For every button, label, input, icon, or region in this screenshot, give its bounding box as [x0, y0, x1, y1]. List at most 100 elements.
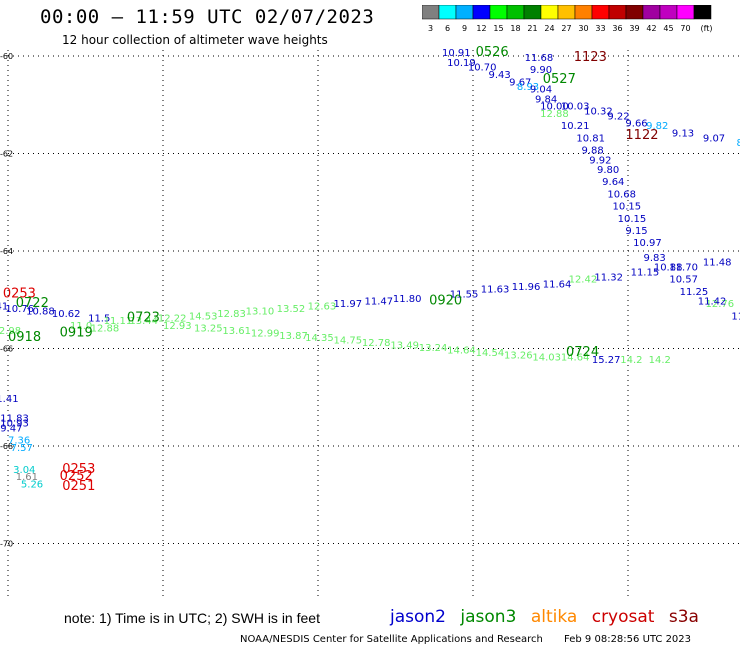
wave-height-value: 9.82: [646, 121, 668, 132]
wave-height-value: 10.76: [5, 304, 34, 315]
wave-height-value: 15.27: [592, 355, 621, 366]
credit-line: NOAA/NESDIS Center for Satellite Applica…: [240, 634, 691, 645]
wave-height-value: 9.22: [607, 111, 629, 122]
wave-height-value: 12.88: [91, 323, 120, 334]
wave-height-value: 11.41: [0, 394, 19, 405]
wave-height-value: 3.04: [13, 465, 35, 476]
legend-altika: altika: [530, 607, 578, 627]
wave-height-value: 11.42: [698, 297, 727, 308]
colorbar-label: 24: [544, 24, 554, 33]
legend-jason3: jason3: [460, 607, 517, 627]
wave-height-value: 14.35: [305, 333, 334, 344]
colorbar-label: 36: [612, 24, 622, 33]
wave-height-value: 9.07: [703, 133, 725, 144]
wave-height-value: 10.97: [633, 238, 662, 249]
colorbar-label: (ft): [700, 24, 712, 33]
wave-height-value: 14.2: [620, 355, 642, 366]
wave-height-value: 10.88: [26, 306, 55, 317]
wave-height-value: 9.90: [530, 65, 552, 76]
colorbar-label: 15: [493, 24, 503, 33]
wave-height-value: 9.13: [672, 128, 694, 139]
wave-height-value: 11.96: [512, 282, 541, 293]
wave-height-value: 7.57: [11, 443, 33, 454]
wave-height-value: 13.44: [129, 316, 158, 327]
wave-height-value: 11.55: [450, 289, 479, 300]
colorbar-label: 45: [663, 24, 673, 33]
wave-height-value: 11.97: [334, 299, 363, 310]
wave-height-value: 11.11: [104, 316, 133, 327]
legend-s3a: s3a: [668, 607, 699, 627]
wave-height-value: 11.83: [0, 414, 29, 425]
colorbar-label: 18: [510, 24, 520, 33]
wave-height-value: 10.03: [561, 102, 590, 113]
wave-height-value: 14.2: [649, 355, 671, 366]
wave-height-value: 8.93: [517, 82, 539, 93]
wave-height-value: 11.63: [481, 284, 510, 295]
wave-height-value: 13.25: [194, 323, 223, 334]
colorbar-swatch: [693, 5, 712, 20]
wave-height-value: 11.64: [543, 280, 572, 291]
colorbar-label: 21: [527, 24, 537, 33]
colorbar-label: 42: [646, 24, 656, 33]
latitude-label: -66: [0, 345, 13, 354]
wave-height-value: 11.25: [680, 287, 709, 298]
legend-jason2: jason2: [390, 607, 446, 627]
wave-height-value: 13.49: [390, 341, 419, 352]
wave-height-value: 13.10: [246, 306, 275, 317]
pass-time-label: 0527: [543, 72, 576, 87]
pass-time-label: 0722: [16, 296, 49, 311]
wave-height-value: 14.64: [561, 353, 590, 364]
colorbar-label: 70: [680, 24, 690, 33]
wave-height-value: 14.54: [476, 348, 505, 359]
colorbar-label: 6: [445, 24, 450, 33]
wave-height-value: 9.66: [625, 119, 647, 130]
wave-height-value: 9.80: [597, 165, 619, 176]
wave-height-value: 11.15: [631, 267, 660, 278]
wave-height-value: 12.42: [569, 275, 598, 286]
wave-height-value: 11.70: [669, 263, 698, 274]
pass-time-label: 0252: [60, 469, 93, 484]
wave-height-value: 5.26: [21, 479, 43, 490]
wave-height-value: 12.22: [158, 314, 187, 325]
wave-height-value: 10.21: [561, 121, 590, 132]
wave-height-value: 14.53: [189, 311, 218, 322]
wave-height-value: 11.80: [393, 294, 422, 305]
colorbar-label: 33: [595, 24, 605, 33]
wave-height-value: 10.15: [613, 202, 642, 213]
pass-time-label: 0724: [566, 345, 599, 360]
color-scale-bar: 3 6 9 12 15 18 21 24 27 30 33 36 39 42 45 70 (ft): [422, 5, 713, 33]
wave-height-value: 11.0: [70, 321, 92, 332]
wave-height-value: 9.15: [625, 226, 647, 237]
latitude-label: -60: [0, 52, 13, 61]
wave-height-value: 12.93: [163, 321, 192, 332]
wave-height-value: 11.32: [594, 272, 623, 283]
pass-time-label: 0918: [8, 330, 41, 345]
wave-height-value: 9.84: [535, 94, 557, 105]
pass-time-label: 0253: [62, 462, 95, 477]
wave-height-value: 10.91: [442, 48, 471, 59]
pass-time-label: 0919: [60, 325, 93, 340]
pass-time-label: 0251: [62, 479, 95, 494]
wave-height-value: 10.41: [0, 302, 8, 313]
colorbar-label: 39: [629, 24, 639, 33]
wave-height-value: 7.36: [8, 436, 30, 447]
wave-height-value: 10.70: [468, 63, 497, 74]
latitude-label: -62: [0, 150, 13, 159]
wave-height-value: 13.24: [419, 343, 448, 354]
pass-time-label: 0723: [127, 311, 160, 326]
latitude-label: -70: [0, 540, 13, 549]
colorbar-label: 30: [578, 24, 588, 33]
colorbar-label: 27: [561, 24, 571, 33]
satellite-legend: jason2 jason3 altika cryosat s3a: [390, 607, 708, 627]
wave-height-value: 14.03: [532, 353, 561, 364]
wave-height-value: 12.76: [706, 299, 735, 310]
wave-height-value: 13.26: [504, 350, 533, 361]
wave-height-value: 9.04: [530, 85, 552, 96]
wave-height-value: 9.83: [644, 253, 666, 264]
wave-height-value: 10.81: [576, 133, 605, 144]
legend-cryosat: cryosat: [591, 607, 655, 627]
credit-org: NOAA/NESDIS Center for Satellite Applica…: [240, 634, 543, 645]
wave-height-value: 14.64: [447, 345, 476, 356]
wave-height-value: 11.5: [88, 314, 110, 325]
wave-height-value: 14.75: [334, 336, 363, 347]
